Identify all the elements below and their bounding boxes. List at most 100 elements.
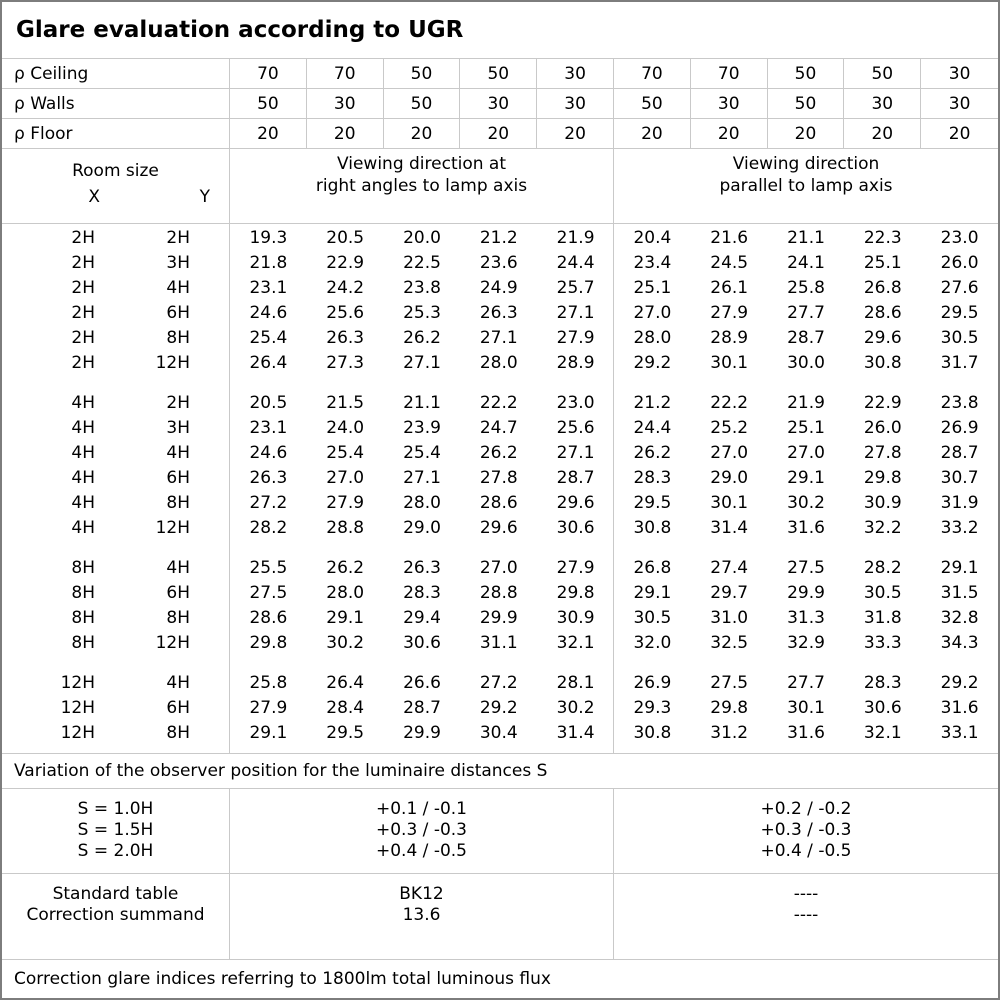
ugr-value: 29.8 — [710, 698, 749, 718]
ugr-value: 31.9 — [940, 493, 979, 513]
ugr-value: 30.6 — [556, 518, 595, 538]
ugr-value: 26.2 — [326, 558, 365, 578]
ugr-value: 25.6 — [326, 303, 365, 323]
room-x-value: 12H — [60, 723, 95, 743]
ugr-value: 28.9 — [556, 353, 595, 373]
ugr-value: 30.4 — [479, 723, 518, 743]
summary-table: Standard table Correction summand BK12 1… — [2, 874, 998, 960]
ugr-value: 28.7 — [556, 468, 595, 488]
standard-table-label: Standard table — [52, 884, 179, 904]
reflectance-value: 20 — [691, 119, 768, 148]
ugr-value: 25.8 — [249, 673, 288, 693]
ugr-value: 24.4 — [556, 253, 595, 273]
ugr-value: 26.3 — [403, 558, 441, 578]
variation-s-label: S = 1.0H — [77, 799, 154, 819]
ugr-value: 21.5 — [326, 393, 365, 413]
ugr-value: 29.9 — [787, 583, 825, 603]
ugr-value: 27.1 — [403, 353, 441, 373]
ugr-row: 4H 4H 24.6 25.4 25.4 26.2 27.1 26.2 27.0 27.0 27.8… — [2, 441, 998, 466]
table-column-header: Room size X Y Viewing direction at right… — [2, 149, 998, 224]
ugr-value: 27.9 — [326, 493, 365, 513]
room-y-value: 2H — [166, 393, 190, 413]
ugr-value: 29.4 — [403, 608, 441, 628]
ugr-value: 31.2 — [710, 723, 749, 743]
ugr-value: 26.2 — [633, 443, 672, 463]
ugr-value: 28.3 — [403, 583, 441, 603]
ugr-row: 4H 8H 27.2 27.9 28.0 28.6 29.6 29.5 30.1 30.2 30.9… — [2, 491, 998, 516]
ugr-row: 4H 3H 23.1 24.0 23.9 24.7 25.6 24.4 25.2 25.1 26.0… — [2, 416, 998, 441]
ugr-value: 30.9 — [556, 608, 595, 628]
reflectance-value: 20 — [307, 119, 384, 148]
reflectance-row-label: ρ Ceiling — [2, 59, 230, 88]
ugr-value: 27.0 — [633, 303, 672, 323]
ugr-value: 30.8 — [863, 353, 902, 373]
reflectance-value: 50 — [768, 59, 845, 88]
reflectance-value: 70 — [691, 59, 768, 88]
room-x-value: 2H — [71, 353, 95, 373]
ugr-value: 27.7 — [787, 673, 825, 693]
ugr-value: 24.0 — [326, 418, 365, 438]
ugr-value: 28.7 — [940, 443, 979, 463]
ugr-value: 28.6 — [863, 303, 902, 323]
ugr-value-blocks: 2H 2H 19.3 20.5 20.0 21.2 21.9 20.4 21.6 21.1 22.3… — [2, 226, 998, 746]
ugr-value: 32.9 — [787, 633, 825, 653]
ugr-value: 27.1 — [556, 303, 595, 323]
ugr-value: 25.7 — [556, 278, 595, 298]
ugr-value: 26.2 — [479, 443, 518, 463]
ugr-value: 29.7 — [710, 583, 749, 603]
header-line: parallel to lamp axis — [719, 176, 893, 196]
correction-summand-value: ---- — [793, 905, 819, 925]
ugr-value: 22.2 — [710, 393, 749, 413]
ugr-value: 28.9 — [710, 328, 749, 348]
variation-right-angles-values: +0.1 / -0.1 +0.3 / -0.3 +0.4 / -0.5 — [230, 789, 614, 873]
ugr-value: 28.7 — [787, 328, 825, 348]
ugr-value: 29.5 — [326, 723, 365, 743]
ugr-value: 20.0 — [403, 228, 441, 248]
ugr-value: 19.3 — [249, 228, 288, 248]
ugr-value: 22.3 — [863, 228, 902, 248]
ugr-value: 28.4 — [326, 698, 365, 718]
ugr-row: 8H 12H 29.8 30.2 30.6 31.1 32.1 32.0 32.5 32.9 33.… — [2, 631, 998, 656]
ugr-value: 21.9 — [556, 228, 595, 248]
ugr-row: 12H 4H 25.8 26.4 26.6 27.2 28.1 26.9 27.5 27.7 28.… — [2, 671, 998, 696]
ugr-value: 23.9 — [403, 418, 441, 438]
room-y-value: 6H — [166, 698, 190, 718]
ugr-value: 28.3 — [633, 468, 672, 488]
ugr-value: 33.3 — [863, 633, 902, 653]
ugr-value: 25.8 — [787, 278, 825, 298]
ugr-value: 27.7 — [787, 303, 825, 323]
room-x-value: 4H — [71, 493, 95, 513]
room-y-value: 8H — [166, 328, 190, 348]
ugr-value: 29.0 — [710, 468, 749, 488]
ugr-value: 27.8 — [863, 443, 902, 463]
room-x-value: 4H — [71, 468, 95, 488]
ugr-value: 32.8 — [940, 608, 979, 628]
reflectance-value: 30 — [537, 59, 614, 88]
ugr-value: 27.0 — [787, 443, 825, 463]
reflectance-value: 30 — [460, 89, 538, 118]
ugr-value: 28.0 — [479, 353, 518, 373]
ugr-row: 8H 8H 28.6 29.1 29.4 29.9 30.9 30.5 31.0 31.3 31.8… — [2, 606, 998, 631]
ugr-value: 28.8 — [326, 518, 365, 538]
room-x-value: 4H — [71, 393, 95, 413]
reflectance-row: ρ Floor 20 20 20 20 20 20 20 20 20 20 — [2, 119, 998, 149]
viewing-direction-parallel-header: Viewing direction parallel to lamp axis — [614, 149, 998, 223]
ugr-value: 30.9 — [863, 493, 902, 513]
ugr-value: 30.1 — [710, 353, 749, 373]
reflectance-value: 30 — [948, 93, 971, 114]
room-y-value: 12H — [155, 633, 190, 653]
ugr-value: 31.1 — [479, 633, 518, 653]
ugr-value: 29.0 — [403, 518, 441, 538]
ugr-value: 22.5 — [403, 253, 441, 273]
header-line: Viewing direction at — [336, 154, 507, 174]
ugr-value: 27.6 — [940, 278, 979, 298]
ugr-value: 30.5 — [863, 583, 902, 603]
ugr-value: 31.6 — [940, 698, 979, 718]
ugr-value: 31.4 — [556, 723, 595, 743]
ugr-value: 27.1 — [479, 328, 518, 348]
ugr-value: 26.3 — [326, 328, 365, 348]
ugr-value: 31.5 — [940, 583, 979, 603]
reflectance-value: 50 — [384, 59, 461, 88]
ugr-value: 27.3 — [326, 353, 365, 373]
variation-table: S = 1.0H S = 1.5H S = 2.0H +0.1 / -0.1 +… — [2, 789, 998, 874]
